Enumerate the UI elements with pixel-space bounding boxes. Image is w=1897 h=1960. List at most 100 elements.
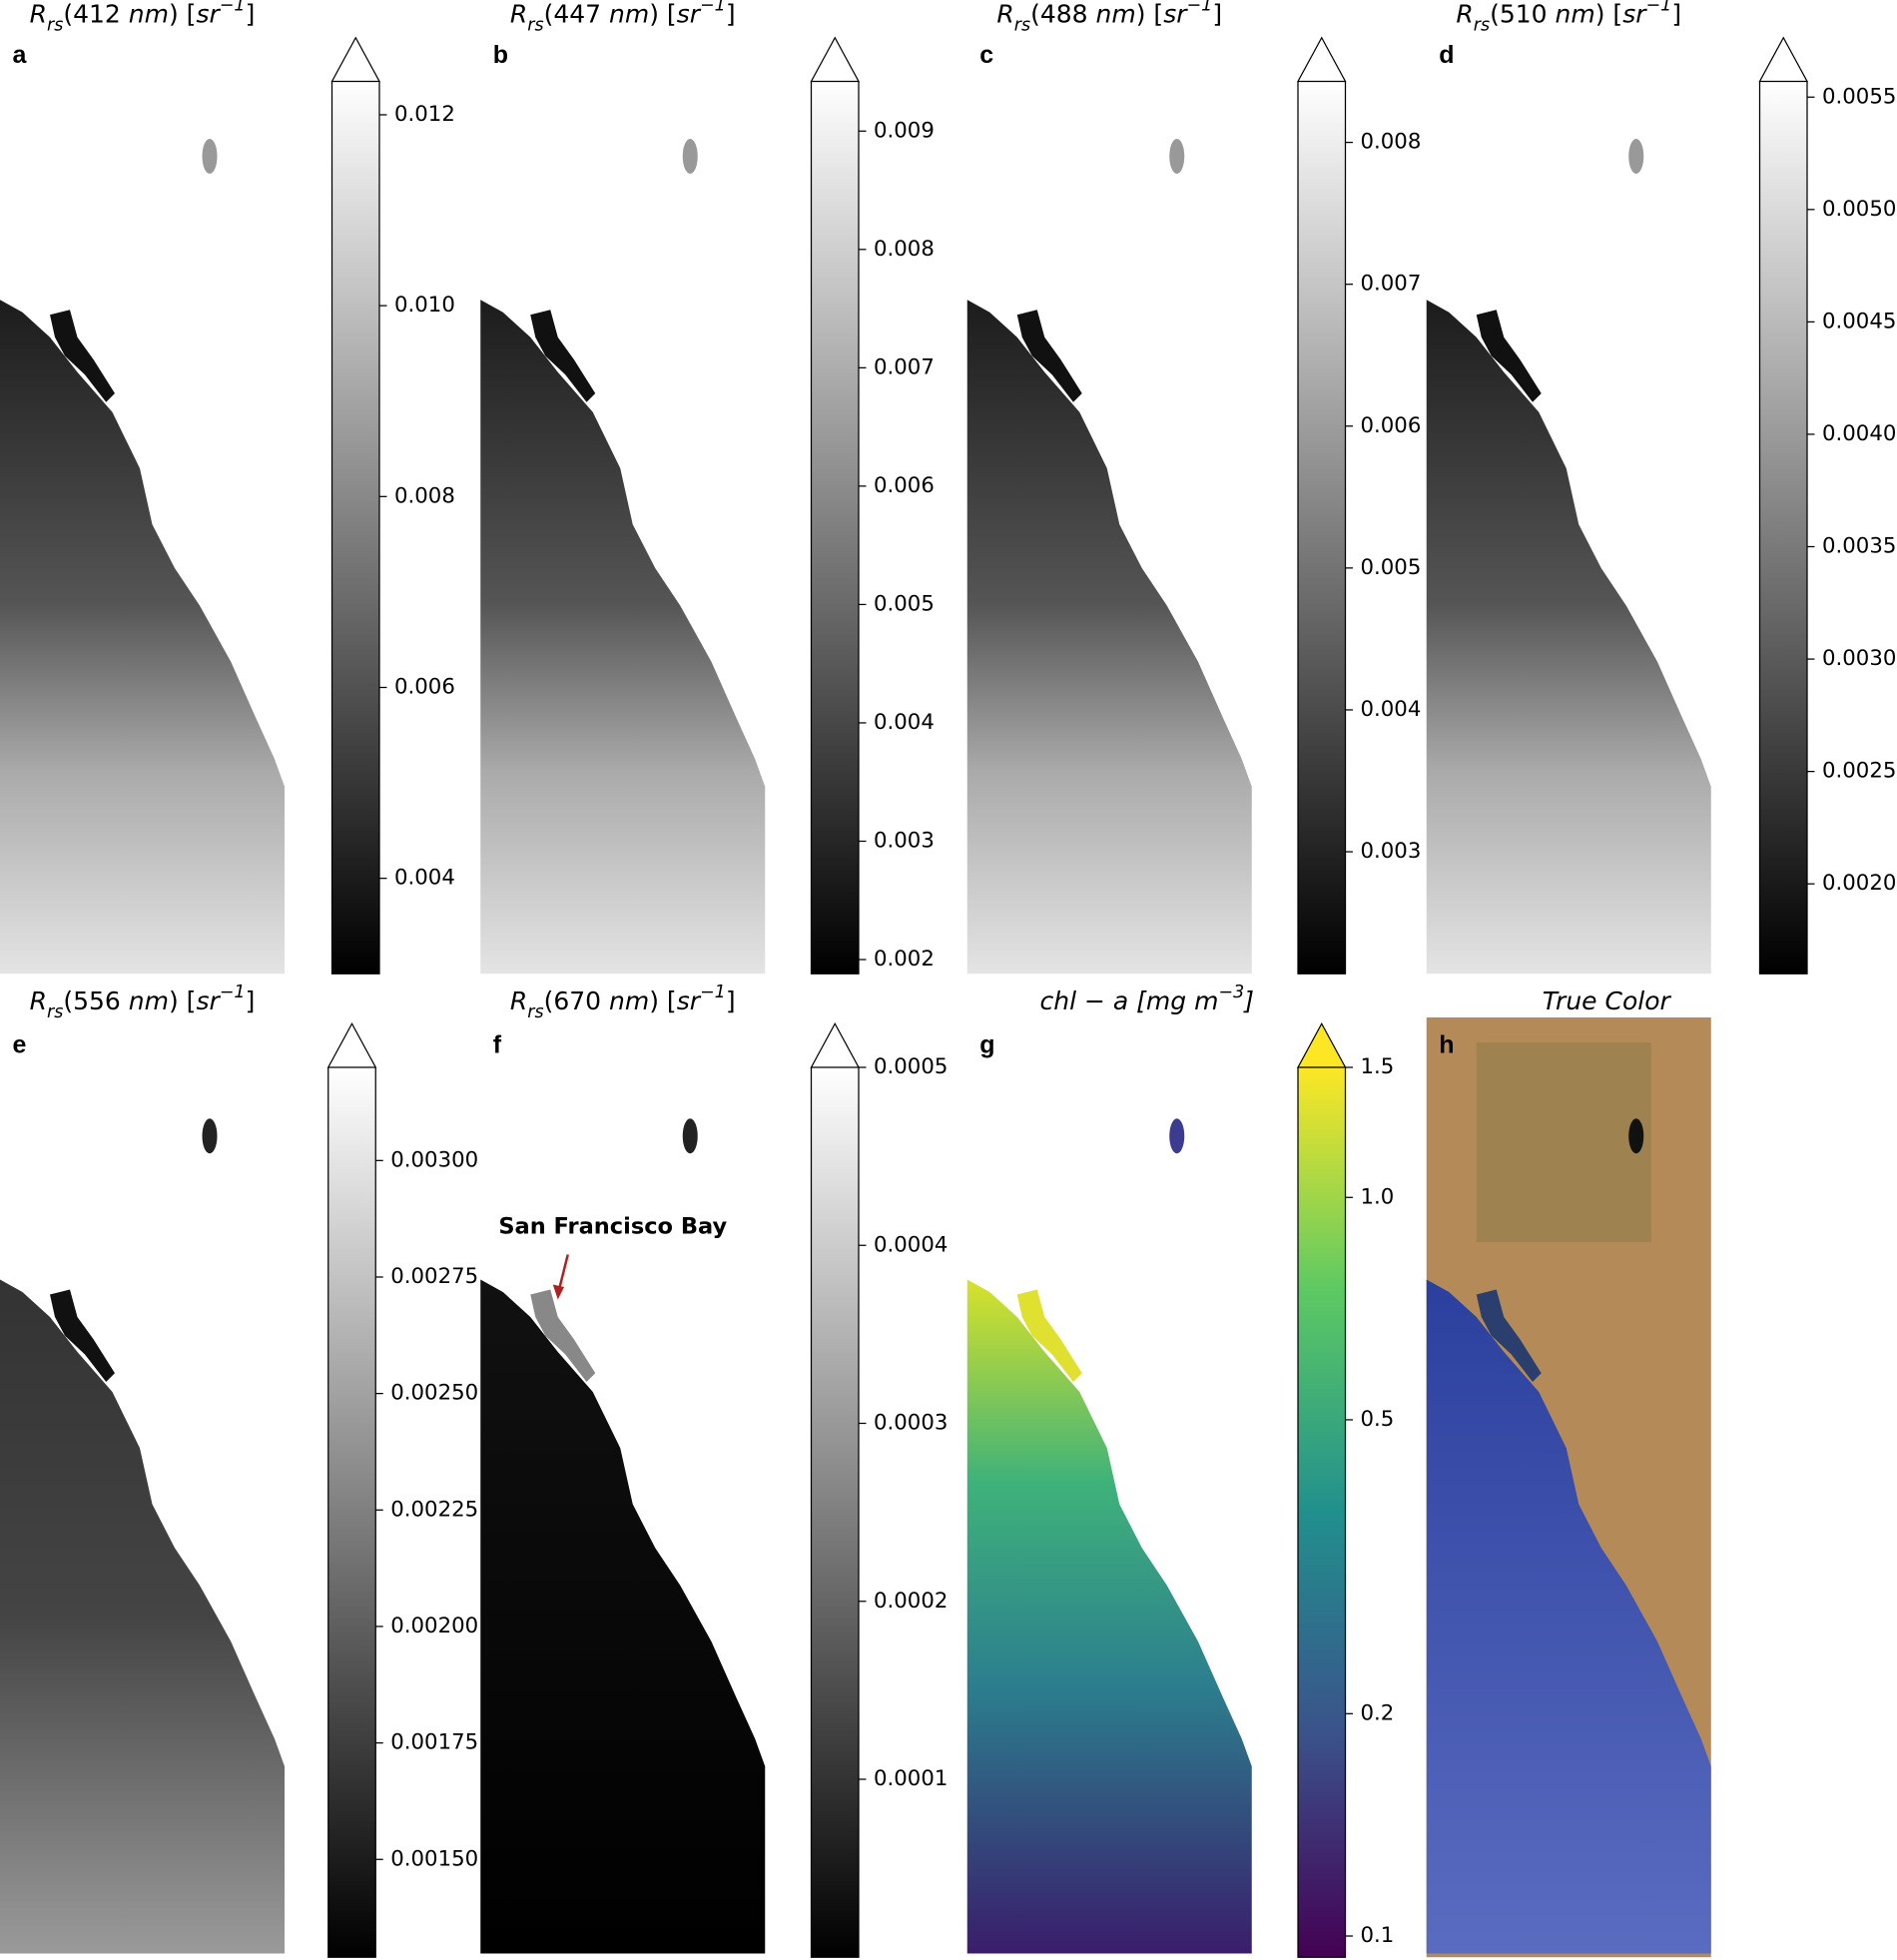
colorbar-tick-label: 0.006 bbox=[394, 674, 455, 699]
title-part: ] bbox=[726, 986, 736, 1015]
title-part: nm bbox=[1096, 0, 1136, 28]
title-part: True Color bbox=[1543, 986, 1672, 1015]
panel: Rrs(447 nm) [sr−1]b 0.002 0.003 0.004 0.005 0… bbox=[480, 0, 935, 975]
lake bbox=[682, 1118, 698, 1154]
lake bbox=[202, 139, 218, 174]
colorbar bbox=[331, 81, 379, 975]
colorbar-frame bbox=[327, 1067, 376, 1958]
colorbar-frame bbox=[1297, 1067, 1347, 1958]
colorbar-tick-label: 0.004 bbox=[394, 866, 455, 891]
title-part: nm bbox=[129, 986, 169, 1015]
title-part: sr bbox=[196, 0, 221, 28]
colorbar-tick-label: 0.006 bbox=[1361, 413, 1422, 438]
lake bbox=[1169, 1118, 1185, 1154]
title-part: rs bbox=[47, 1002, 63, 1022]
panel-title: Rrs(488 nm) [sr−1] bbox=[996, 0, 1222, 35]
title-part: ] bbox=[246, 986, 256, 1015]
colorbar-tick-label: 0.0050 bbox=[1822, 197, 1896, 222]
panel-label: e bbox=[13, 1030, 27, 1058]
bay bbox=[1016, 1289, 1082, 1382]
colorbar-tick-label: 0.0020 bbox=[1822, 871, 1896, 896]
sea bbox=[480, 1279, 766, 1954]
colorbar-extend bbox=[810, 1021, 861, 1068]
lake bbox=[682, 139, 698, 174]
bay bbox=[50, 310, 115, 402]
title-part: ] bbox=[1243, 986, 1254, 1015]
panel-label: b bbox=[493, 41, 508, 69]
colorbar-tick-label: 0.004 bbox=[1361, 697, 1422, 722]
colorbar bbox=[1298, 81, 1346, 975]
sea bbox=[0, 300, 285, 975]
colorbar-tick-label: 1.0 bbox=[1361, 1184, 1395, 1209]
colorbar-tick-label: 0.003 bbox=[874, 828, 935, 853]
panel-title: Rrs(447 nm) [sr−1] bbox=[510, 0, 736, 35]
title-part: −1 bbox=[220, 0, 246, 15]
sea bbox=[1426, 300, 1711, 975]
bay bbox=[530, 1289, 596, 1382]
colorbar-tick-label: 0.005 bbox=[874, 591, 935, 616]
colorbar-extend bbox=[330, 36, 381, 83]
title-part: −1 bbox=[700, 0, 726, 15]
colorbar-tick-label: 0.009 bbox=[874, 118, 935, 143]
vegetation bbox=[1476, 1042, 1651, 1242]
lake bbox=[1628, 1118, 1644, 1154]
title-part: ) [ bbox=[1595, 0, 1622, 28]
title-part: rs bbox=[527, 1002, 543, 1022]
title-part: R bbox=[996, 0, 1013, 28]
panel-label: d bbox=[1439, 41, 1454, 69]
colorbar-tick-label: 0.00275 bbox=[390, 1264, 478, 1289]
colorbar-tick-label: 1.5 bbox=[1361, 1054, 1395, 1079]
title-part: R bbox=[510, 0, 527, 28]
title-part: rs bbox=[1474, 15, 1490, 35]
title-part: R bbox=[510, 986, 527, 1015]
title-part: (670 bbox=[544, 986, 609, 1015]
title-part: nm bbox=[609, 0, 649, 28]
title-part: sr bbox=[677, 986, 702, 1015]
title-part: sr bbox=[196, 986, 221, 1015]
colorbar-tick-label: 0.007 bbox=[1361, 272, 1422, 297]
panel-label: h bbox=[1439, 1030, 1454, 1058]
panel-title: Rrs(510 nm) [sr−1] bbox=[1456, 0, 1681, 35]
title-part: rs bbox=[47, 15, 63, 35]
title-part: ] bbox=[726, 0, 736, 28]
colorbar-tick-label: 0.0035 bbox=[1822, 534, 1896, 559]
panel: True Color h bbox=[1426, 986, 1711, 1958]
title-part: (412 bbox=[63, 0, 128, 28]
colorbar-tick-label: 0.0002 bbox=[874, 1589, 948, 1614]
sea bbox=[966, 300, 1252, 975]
panel: Rrs(488 nm) [sr−1]c0.0030.0040.0050.0060… bbox=[966, 0, 1422, 975]
title-part: ) [ bbox=[1136, 0, 1163, 28]
panel-title: Rrs(670 nm) [sr−1] bbox=[510, 982, 736, 1022]
colorbar-tick-label: 0.00175 bbox=[390, 1730, 478, 1755]
bay bbox=[530, 310, 596, 402]
colorbar-tick-label: 0.004 bbox=[874, 710, 935, 735]
colorbar-frame bbox=[1758, 81, 1808, 975]
colorbar-tick-label: 0.2 bbox=[1361, 1700, 1395, 1725]
colorbar-tick-label: 0.00150 bbox=[390, 1846, 478, 1871]
colorbar-tick-label: 0.010 bbox=[394, 293, 455, 318]
sea bbox=[0, 1279, 285, 1954]
colorbar-tick-label: 0.012 bbox=[394, 102, 455, 127]
title-part: sr bbox=[677, 0, 702, 28]
title-part: rs bbox=[527, 15, 543, 35]
panel-label: f bbox=[493, 1030, 502, 1058]
panel-title: chl − a [mg m−3] bbox=[1040, 982, 1255, 1015]
colorbar-tick-label: 0.002 bbox=[874, 947, 935, 972]
bay bbox=[50, 1289, 115, 1382]
panel-label: c bbox=[979, 41, 993, 69]
title-part: −1 bbox=[700, 982, 726, 1002]
title-part: R bbox=[30, 0, 47, 28]
panel-title: True Color bbox=[1543, 986, 1672, 1015]
colorbar-frame bbox=[810, 1067, 860, 1958]
colorbar-tick-label: 0.0001 bbox=[874, 1766, 948, 1791]
colorbar-frame bbox=[810, 81, 860, 975]
colorbar-tick-label: 0.00225 bbox=[390, 1497, 478, 1522]
colorbar-tick-label: 0.0040 bbox=[1822, 421, 1896, 446]
colorbar-extend bbox=[1296, 36, 1347, 83]
title-part: −1 bbox=[1187, 0, 1213, 15]
colorbar bbox=[1759, 81, 1807, 975]
panel-label: g bbox=[979, 1030, 994, 1058]
colorbar-tick-label: 0.0055 bbox=[1822, 84, 1896, 109]
panel-title: Rrs(556 nm) [sr−1] bbox=[30, 982, 256, 1022]
